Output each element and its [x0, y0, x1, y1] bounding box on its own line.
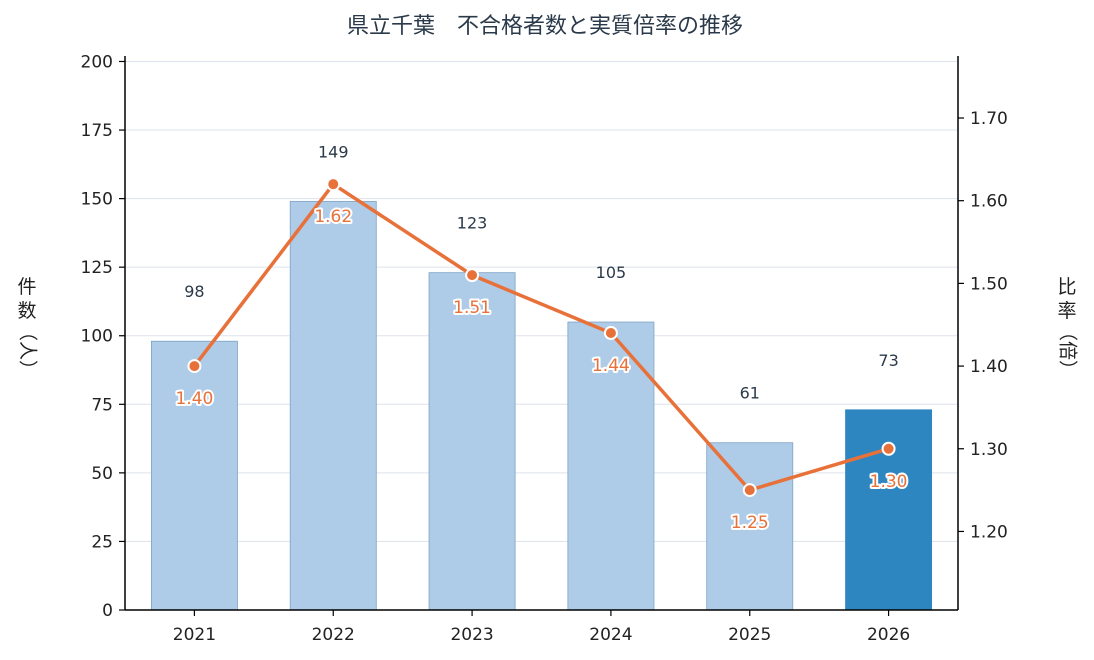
grid: [125, 60, 958, 542]
x-tick-label: 2026: [867, 625, 910, 645]
left-tick-label: 75: [91, 395, 113, 415]
left-ticks: 0 25 50 75 100 125 150 175 200: [81, 52, 125, 621]
bar-value-label: 105: [596, 263, 627, 282]
ratio-point: [187, 359, 202, 374]
bar: [150, 340, 238, 611]
chart-title: 県立千葉 不合格者数と実質倍率の推移: [347, 14, 743, 39]
left-tick-label: 50: [91, 464, 113, 484]
left-tick-label: 200: [81, 52, 113, 72]
right-axis-title: 比 率 （倍）: [1057, 276, 1079, 379]
bar: [567, 321, 655, 611]
bar: [706, 442, 794, 611]
ratio-value-label: 1.44: [592, 356, 630, 376]
ratio-point: [465, 268, 480, 283]
ratio-value-label: 1.25: [731, 513, 769, 533]
x-tick-label: 2024: [589, 625, 632, 645]
ratio-value-label: 1.30: [870, 472, 908, 492]
bar-value-label: 61: [740, 384, 760, 403]
left-tick-label: 150: [81, 190, 113, 210]
right-tick-label: 1.50: [970, 274, 1008, 294]
ratio-point: [326, 177, 341, 192]
right-tick-label: 1.60: [970, 192, 1008, 212]
right-tick-label: 1.40: [970, 357, 1008, 377]
left-axis-title-char-1: 件: [17, 276, 36, 298]
right-tick-label: 1.30: [970, 440, 1008, 460]
left-axis-title-char-2: 数: [17, 300, 36, 322]
bars: [150, 200, 933, 611]
x-tick-label: 2023: [450, 625, 493, 645]
right-tick-label: 1.70: [970, 109, 1008, 129]
bar-value-label: 98: [184, 282, 204, 301]
x-ticks: 2021 2022 2023 2024 2025 2026: [173, 610, 910, 645]
ratio-line: [193, 182, 890, 492]
right-ticks: 1.20 1.30 1.40 1.50 1.60 1.70: [958, 109, 1008, 542]
right-axis-title-char-1: 比: [1057, 276, 1076, 298]
bar: [289, 200, 377, 611]
left-tick-label: 125: [81, 258, 113, 278]
left-tick-label: 0: [102, 601, 113, 621]
x-tick-label: 2025: [728, 625, 771, 645]
left-axis-title: 件 数 （人）: [17, 276, 39, 379]
ratio-value-label: 1.40: [175, 389, 213, 409]
ratio-point: [881, 441, 896, 456]
bar: [428, 272, 516, 611]
left-tick-label: 100: [81, 327, 113, 347]
ratio-point: [603, 326, 618, 340]
bar-labels: 98 149 123 105 61 73: [184, 142, 899, 402]
axes: [124, 56, 959, 611]
ratio-line-series: 1.40 1.62 1.51 1.44 1.25 1.30: [173, 177, 910, 535]
bar-value-label: 123: [457, 214, 488, 233]
bar-value-label: 149: [318, 142, 349, 161]
bar: [845, 409, 933, 611]
ratio-point: [742, 483, 757, 498]
right-axis-title-char-2: 率: [1057, 300, 1076, 322]
bar-value-label: 73: [878, 351, 898, 370]
ratio-value-label: 1.62: [314, 207, 352, 227]
x-tick-label: 2021: [173, 625, 216, 645]
ratio-value-label: 1.51: [453, 298, 491, 318]
x-tick-label: 2022: [312, 625, 355, 645]
right-tick-label: 1.20: [970, 522, 1008, 542]
left-tick-label: 25: [91, 532, 113, 552]
left-tick-label: 175: [81, 121, 113, 141]
left-axis-title-char-3: （人）: [17, 322, 39, 379]
right-axis-title-char-3: （倍）: [1057, 322, 1079, 379]
